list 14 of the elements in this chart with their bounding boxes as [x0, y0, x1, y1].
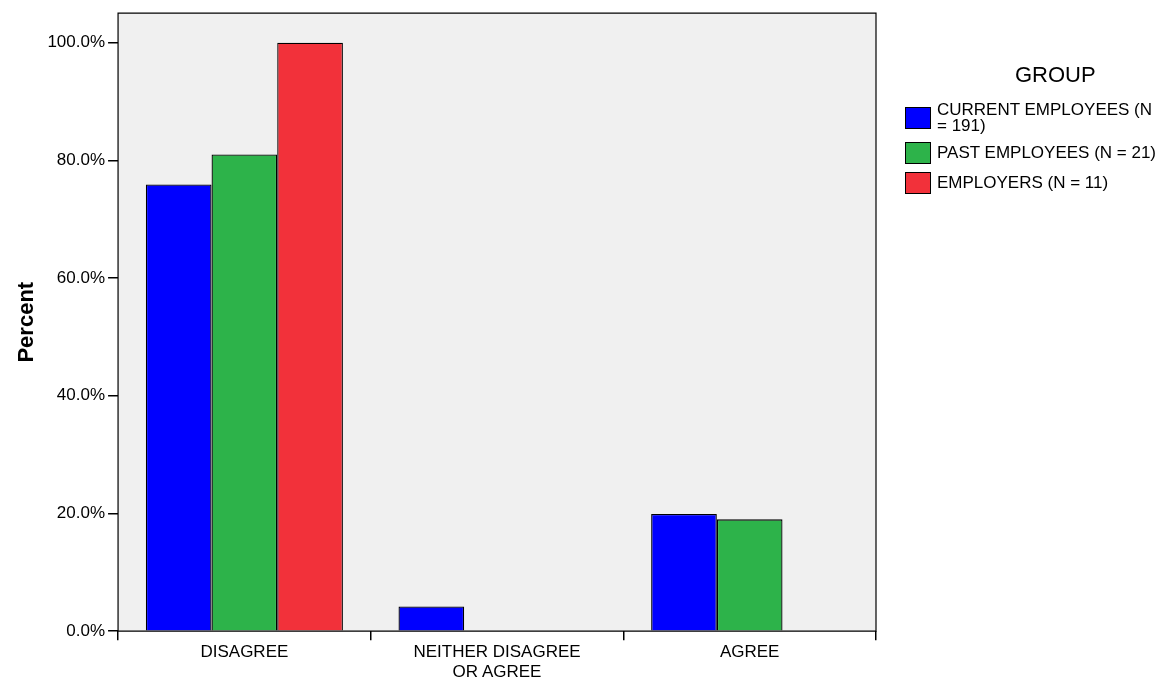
- y-tick-label: 60.0%: [56, 267, 106, 287]
- legend-label: EMPLOYERS (N = 11): [937, 173, 1109, 192]
- y-tick-label: 40.0%: [56, 385, 106, 405]
- y-tick-label: 100.0%: [47, 32, 106, 52]
- y-tick-label: 20.0%: [56, 503, 106, 523]
- x-tick-label: DISAGREE: [200, 642, 289, 662]
- y-tick-label: 0.0%: [66, 620, 106, 640]
- y-axis-title: Percent: [13, 281, 39, 363]
- x-tick-label: NEITHER DISAGREE OR AGREE: [413, 642, 581, 682]
- y-tick-label: 80.0%: [56, 150, 106, 170]
- legend-label: PAST EMPLOYEES (N = 21): [937, 143, 1157, 162]
- x-tick-label: AGREE: [719, 642, 780, 662]
- legend-title: GROUP: [1015, 62, 1097, 88]
- legend-label: CURRENT EMPLOYEES (N = 191): [937, 100, 1153, 135]
